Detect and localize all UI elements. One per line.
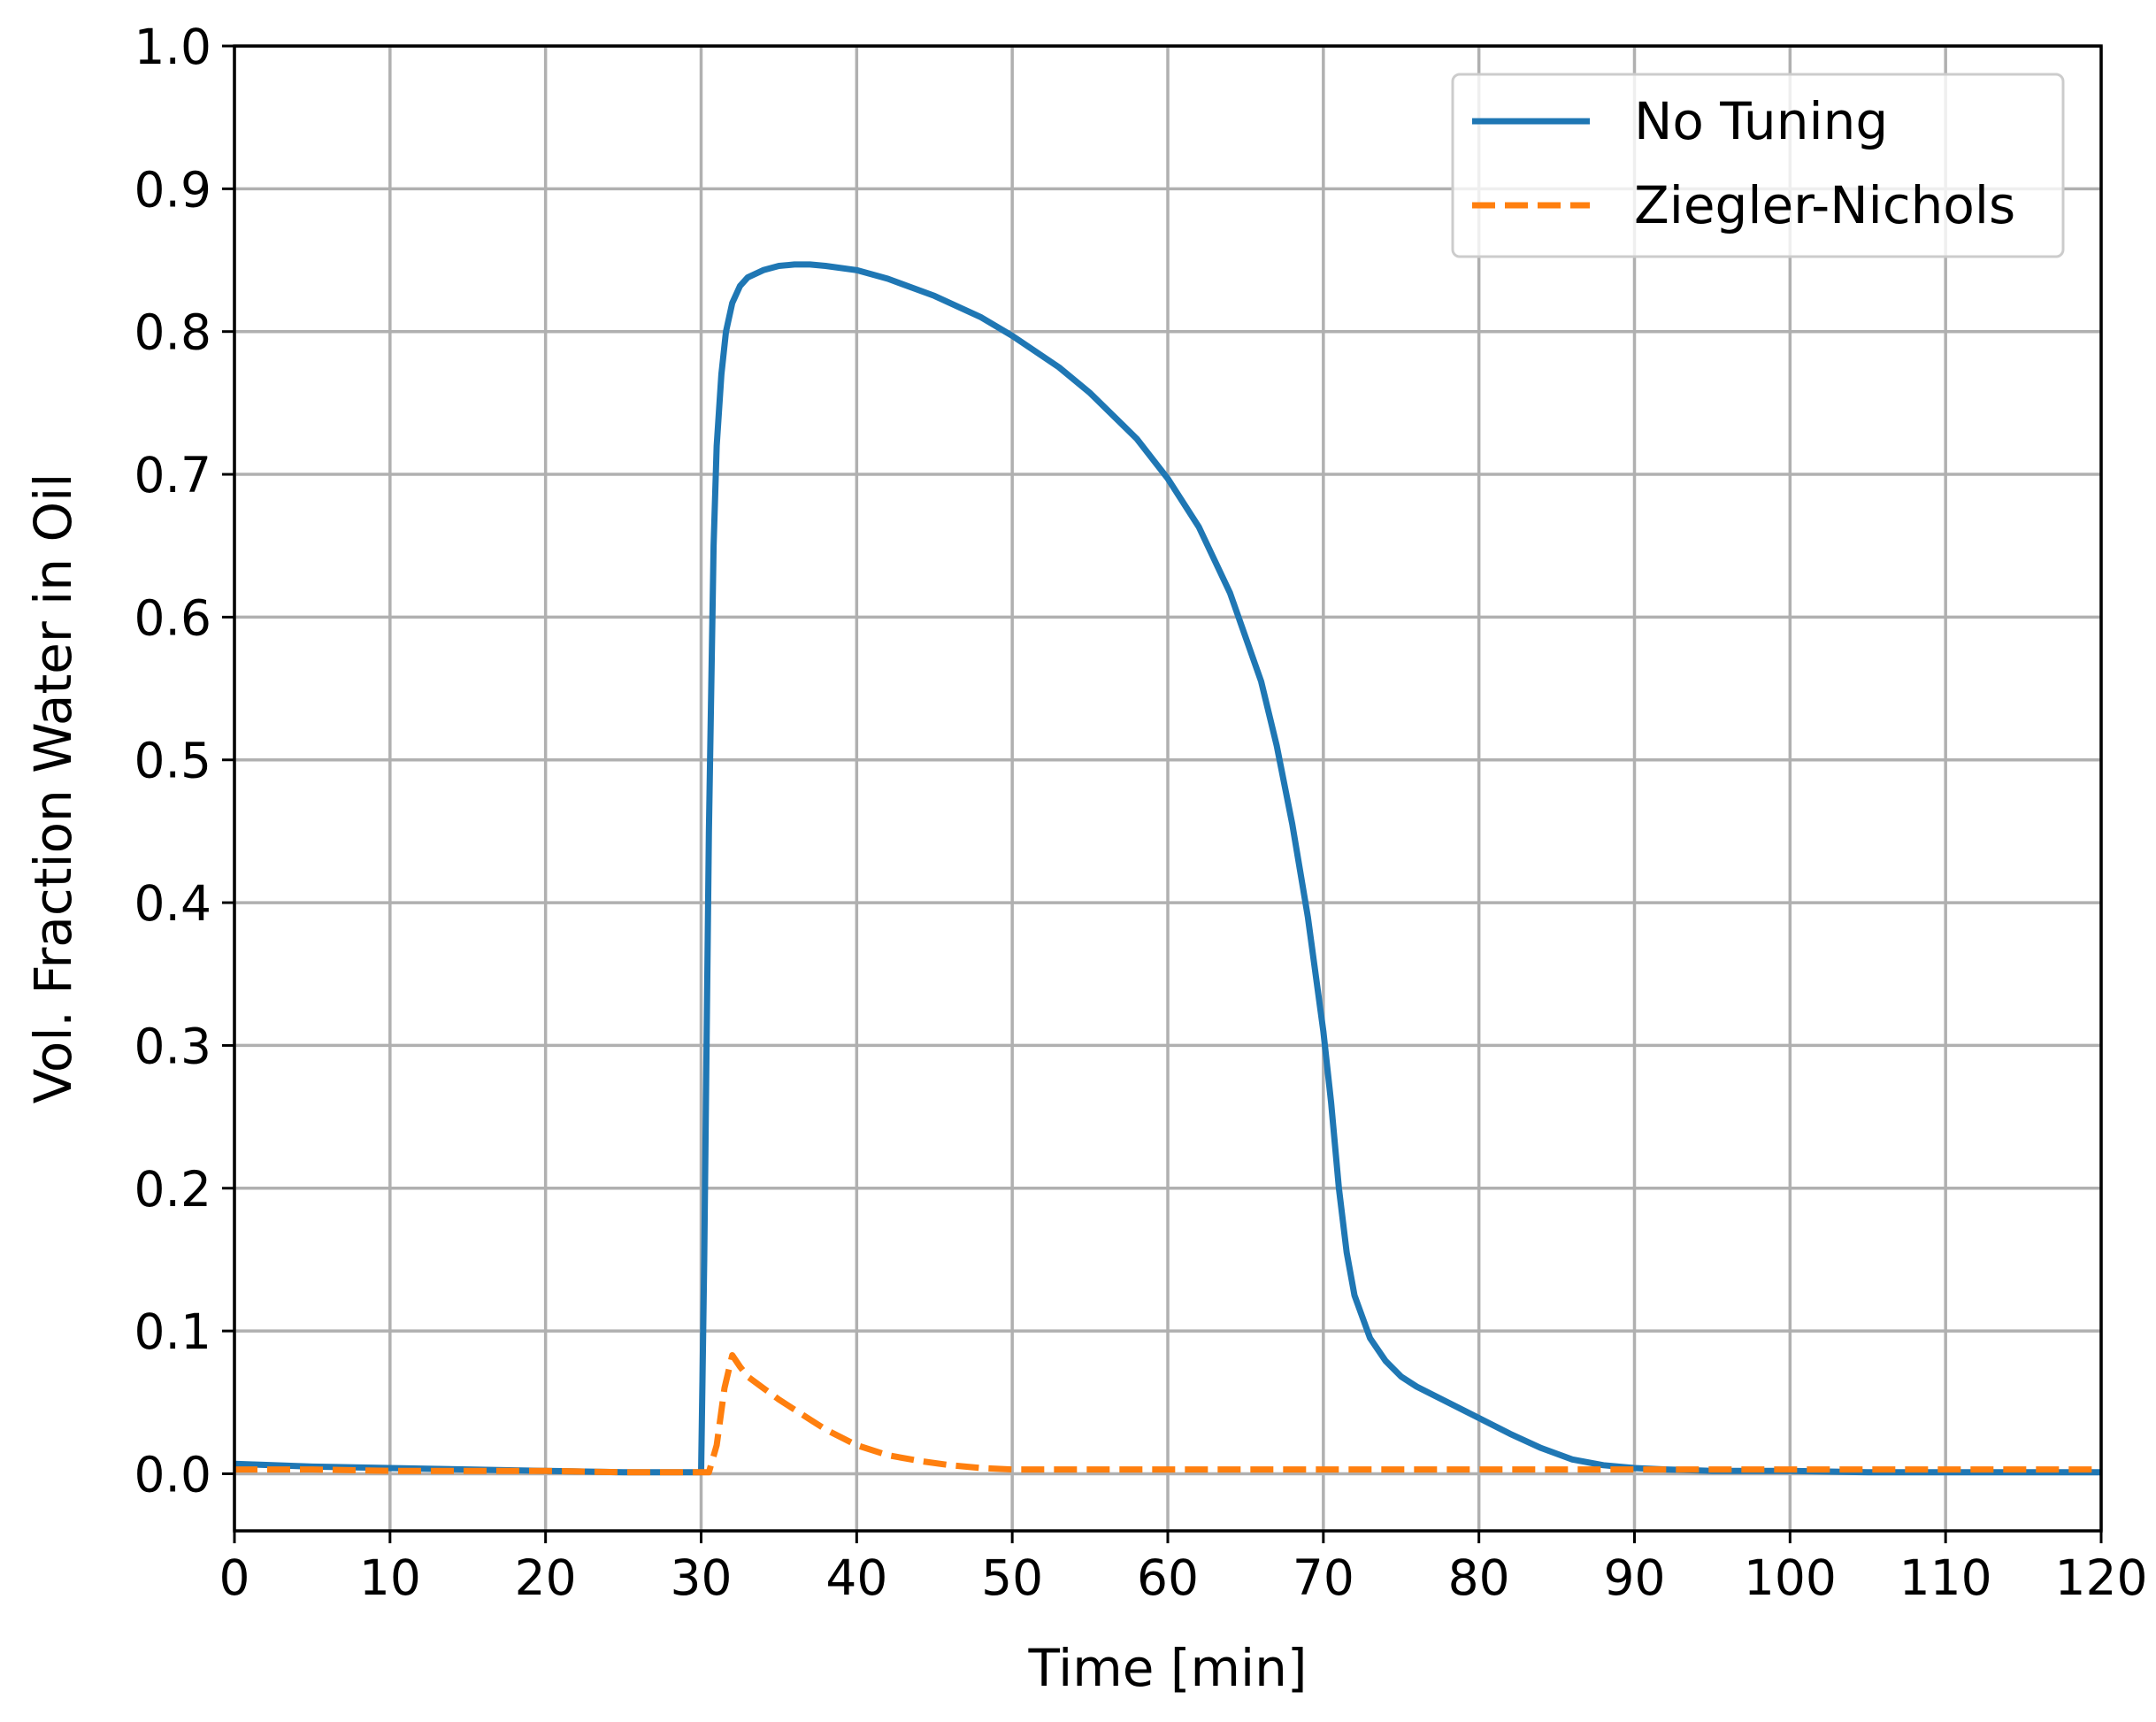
x-tick-label: 40 bbox=[825, 1549, 887, 1606]
x-tick-label: 80 bbox=[1448, 1549, 1510, 1606]
x-tick-label: 0 bbox=[219, 1549, 250, 1606]
y-tick-label: 0.3 bbox=[134, 1018, 211, 1074]
x-tick-label: 60 bbox=[1137, 1549, 1199, 1606]
y-tick-label: 0.5 bbox=[134, 733, 211, 789]
x-tick-label: 110 bbox=[1899, 1549, 1992, 1606]
y-tick-label: 0.8 bbox=[134, 304, 211, 361]
x-tick-label: 50 bbox=[981, 1549, 1043, 1606]
legend-box bbox=[1451, 73, 2065, 258]
y-tick-label: 0.9 bbox=[134, 161, 211, 218]
x-tick-label: 10 bbox=[359, 1549, 421, 1606]
y-tick-label: 0.7 bbox=[134, 447, 211, 504]
legend: No Tuning Ziegler-Nichols bbox=[1451, 73, 2065, 258]
ticks: 0 10 20 30 40 50 60 70 80 90 100 110 120 0.0 0.1 0.2 0.3… bbox=[134, 19, 2148, 1606]
x-tick-label: 100 bbox=[1744, 1549, 1837, 1606]
series-line-no-tuning bbox=[234, 261, 2101, 1476]
y-tick-label: 0.4 bbox=[134, 875, 211, 932]
x-tick-label: 120 bbox=[2055, 1549, 2148, 1606]
x-axis-label: Time [min] bbox=[1027, 1638, 1307, 1698]
x-tick-label: 70 bbox=[1293, 1549, 1354, 1606]
x-tick-label: 30 bbox=[671, 1549, 733, 1606]
x-tick-label: 90 bbox=[1604, 1549, 1666, 1606]
y-tick-label: 1.0 bbox=[134, 19, 211, 75]
y-tick-label: 0.0 bbox=[134, 1446, 211, 1503]
legend-label-ziegler-nichols: Ziegler-Nichols bbox=[1634, 175, 2015, 235]
x-tick-label: 20 bbox=[515, 1549, 577, 1606]
y-axis-label: Vol. Fraction Water in Oil bbox=[23, 473, 83, 1104]
y-tick-label: 0.1 bbox=[134, 1303, 211, 1360]
y-tick-label: 0.2 bbox=[134, 1161, 211, 1218]
y-tick-label: 0.6 bbox=[134, 589, 211, 646]
series-line-ziegler-nichols bbox=[234, 1352, 2101, 1476]
legend-label-no-tuning: No Tuning bbox=[1634, 91, 1888, 151]
series-layer bbox=[234, 261, 2101, 1476]
